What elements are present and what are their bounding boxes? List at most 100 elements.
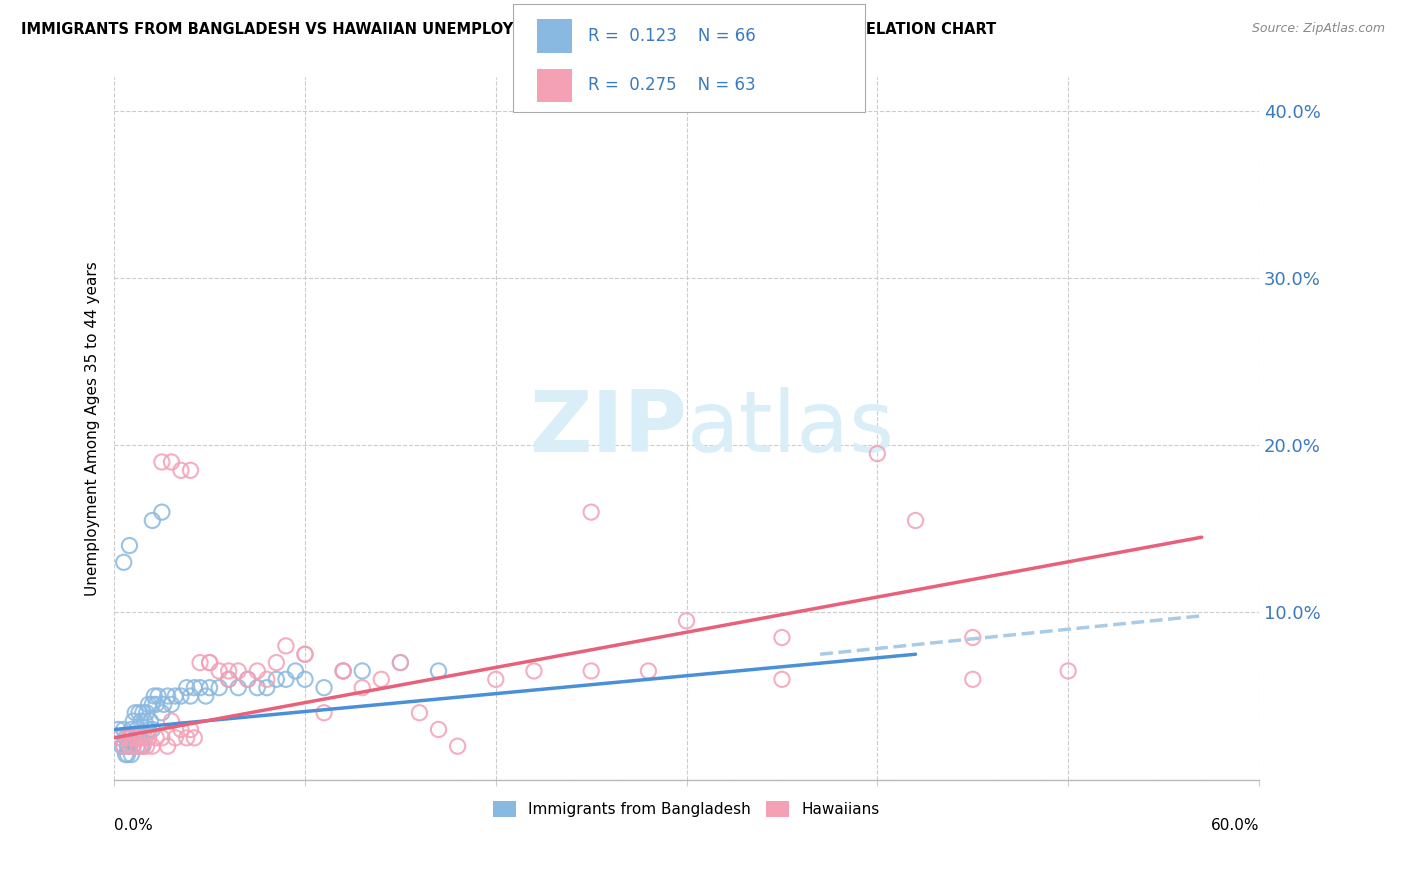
Point	[118, 739, 141, 754]
Point	[579, 664, 602, 678]
Point	[389, 656, 412, 670]
Point	[141, 514, 163, 528]
Point	[312, 706, 335, 720]
Point	[139, 714, 162, 728]
Point	[332, 664, 354, 678]
Point	[129, 739, 152, 754]
Point	[312, 681, 335, 695]
Point	[132, 706, 155, 720]
Point	[107, 723, 129, 737]
Point	[160, 455, 183, 469]
Point	[962, 631, 984, 645]
Point	[1057, 664, 1080, 678]
Point	[122, 714, 145, 728]
Point	[188, 681, 211, 695]
Point	[141, 698, 163, 712]
Point	[284, 664, 307, 678]
Point	[246, 664, 269, 678]
Point	[389, 656, 412, 670]
Point	[218, 664, 240, 678]
Point	[156, 739, 179, 754]
Point	[160, 698, 183, 712]
Point	[112, 555, 135, 569]
Point	[446, 739, 468, 754]
Point	[112, 739, 135, 754]
Point	[122, 739, 145, 754]
Point	[274, 639, 297, 653]
Point	[408, 706, 430, 720]
Point	[198, 681, 221, 695]
Point	[125, 723, 148, 737]
Point	[962, 673, 984, 687]
Point	[114, 731, 136, 745]
Point	[226, 681, 249, 695]
Point	[141, 739, 163, 754]
Point	[150, 455, 173, 469]
Point	[485, 673, 508, 687]
Point	[114, 747, 136, 762]
Text: 0.0%: 0.0%	[114, 818, 153, 833]
Point	[145, 698, 167, 712]
Point	[111, 739, 134, 754]
Point	[165, 731, 187, 745]
Point	[122, 739, 145, 754]
Point	[128, 731, 150, 745]
Point	[128, 739, 150, 754]
Point	[218, 673, 240, 687]
Point	[150, 731, 173, 745]
Point	[352, 664, 374, 678]
Legend: Immigrants from Bangladesh, Hawaiians: Immigrants from Bangladesh, Hawaiians	[485, 793, 887, 824]
Point	[170, 463, 193, 477]
Point	[129, 731, 152, 745]
Point	[120, 731, 142, 745]
Point	[370, 673, 392, 687]
Point	[266, 673, 288, 687]
Point	[176, 731, 198, 745]
Point	[112, 723, 135, 737]
Point	[352, 681, 374, 695]
Point	[179, 463, 201, 477]
Point	[208, 681, 231, 695]
Point	[132, 739, 155, 754]
Point	[132, 739, 155, 754]
Point	[141, 723, 163, 737]
Point	[770, 631, 793, 645]
Point	[125, 739, 148, 754]
Y-axis label: Unemployment Among Ages 35 to 44 years: Unemployment Among Ages 35 to 44 years	[86, 261, 100, 596]
Point	[523, 664, 546, 678]
Point	[183, 731, 205, 745]
Point	[332, 664, 354, 678]
Point	[226, 664, 249, 678]
Point	[150, 706, 173, 720]
Point	[117, 747, 139, 762]
Text: R =  0.275    N = 63: R = 0.275 N = 63	[588, 77, 755, 95]
Point	[124, 706, 146, 720]
Point	[904, 514, 927, 528]
Point	[675, 614, 697, 628]
Point	[170, 723, 193, 737]
Point	[108, 731, 131, 745]
Point	[120, 747, 142, 762]
Point	[183, 681, 205, 695]
Point	[866, 447, 889, 461]
Point	[118, 731, 141, 745]
Point	[120, 723, 142, 737]
Point	[118, 739, 141, 754]
Point	[129, 714, 152, 728]
Point	[194, 689, 217, 703]
Text: IMMIGRANTS FROM BANGLADESH VS HAWAIIAN UNEMPLOYMENT AMONG AGES 35 TO 44 YEARS CO: IMMIGRANTS FROM BANGLADESH VS HAWAIIAN U…	[21, 22, 997, 37]
Point	[143, 689, 166, 703]
Point	[138, 698, 160, 712]
Point	[427, 664, 450, 678]
Point	[125, 731, 148, 745]
Point	[156, 689, 179, 703]
Point	[152, 698, 174, 712]
Point	[236, 673, 259, 687]
Point	[118, 539, 141, 553]
Point	[579, 505, 602, 519]
Point	[246, 681, 269, 695]
Point	[198, 656, 221, 670]
Point	[170, 689, 193, 703]
Point	[266, 656, 288, 670]
Point	[188, 656, 211, 670]
